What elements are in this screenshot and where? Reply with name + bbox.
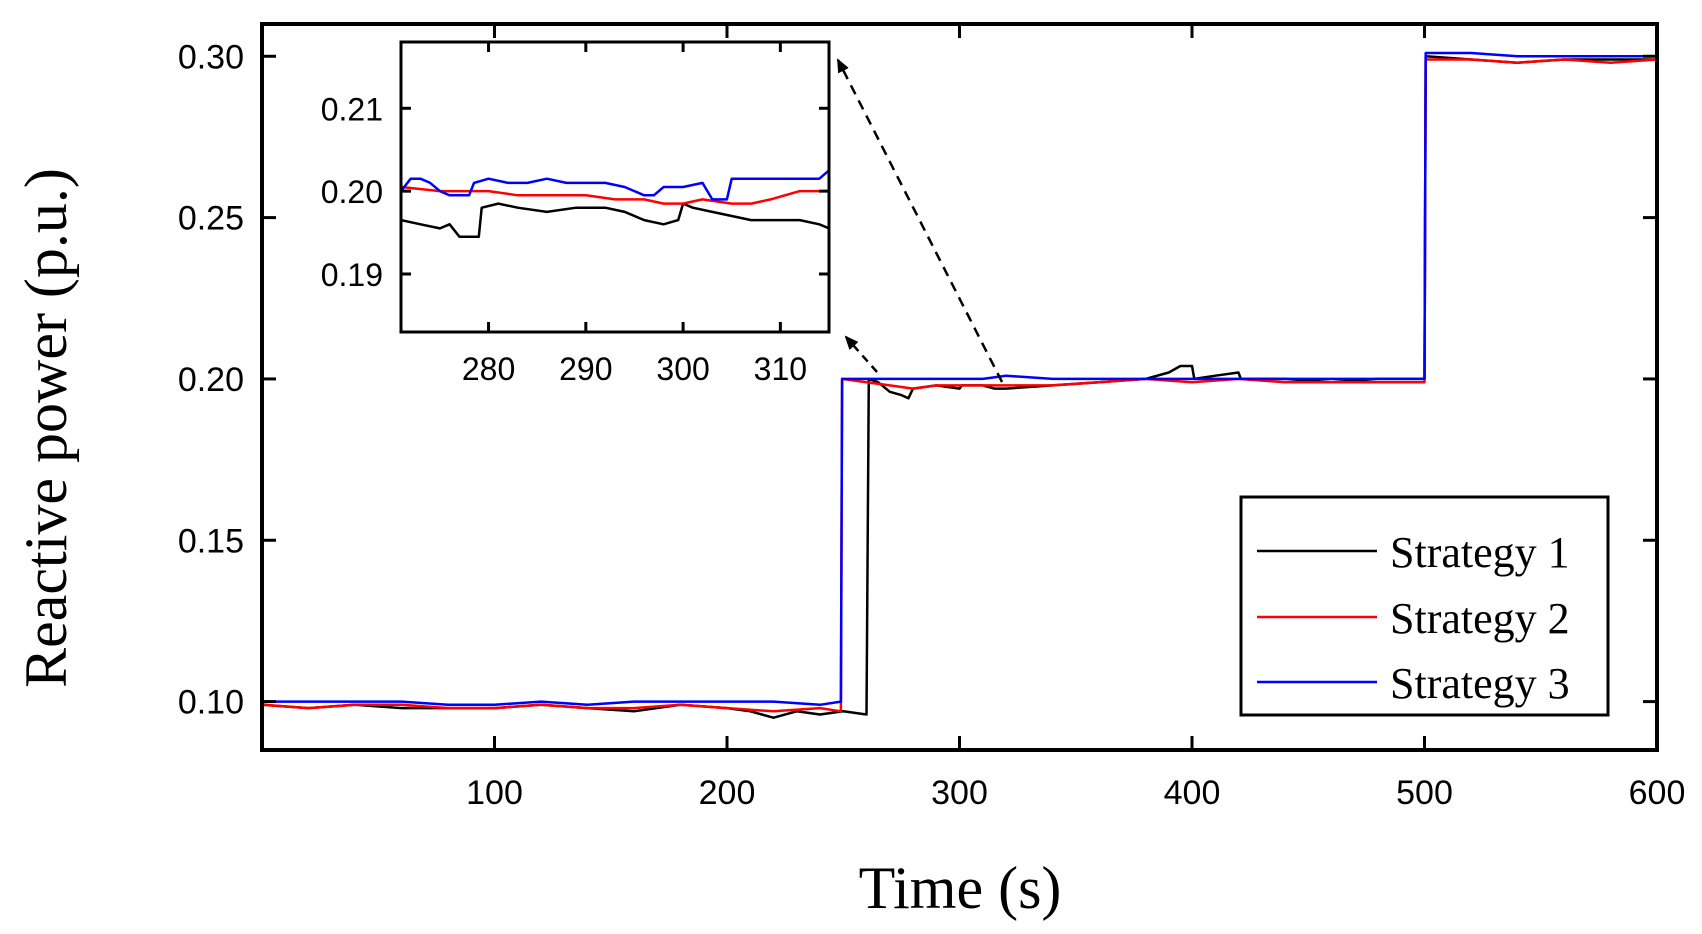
zoom-arrow-lower [844,335,878,373]
inset-background [401,42,829,332]
main-tick-labels: 100 200 300 400 500 600 0.10 0.15 0.20 0.25 0.30 [178,38,1686,812]
legend-label-strategy-2: Strategy 2 [1390,594,1570,643]
inset-tick-labels: 280 290 300 310 0.19 0.20 0.21 [321,91,807,387]
main-y-tick-label: 0.30 [178,38,244,76]
main-x-tick-label: 200 [699,774,756,812]
inset-y-tick-label: 0.20 [321,174,383,210]
inset-plot-frame [399,40,831,334]
main-ticks [262,24,1659,750]
inset-y-tick-label: 0.19 [321,257,383,293]
main-x-tick-label: 600 [1629,774,1686,812]
legend-label-strategy-1: Strategy 1 [1390,528,1570,577]
inset-ticks [401,42,829,332]
inset-series-line-strategy-1 [401,202,829,238]
main-y-tick-label: 0.15 [178,522,244,560]
main-series-line-strategy-3 [262,51,1657,707]
inset-plot: 280 290 300 310 0.19 0.20 0.21 [321,40,831,387]
main-series-line-strategy-2 [262,58,1657,713]
inset-series-line-strategy-2 [401,185,829,205]
inset-x-tick-label: 310 [754,351,807,387]
main-y-tick-label: 0.20 [178,361,244,399]
legend-box [1239,495,1610,717]
main-x-tick-label: 400 [1164,774,1221,812]
zoom-arrow-upper [836,58,1004,383]
legend: Strategy 1 Strategy 2 Strategy 3 [1239,495,1610,717]
main-plot: 100 200 300 400 500 600 0.10 0.15 0.20 0.25 0.30 [178,22,1686,812]
main-y-tick-label: 0.10 [178,684,244,722]
main-x-tick-label: 300 [931,774,988,812]
main-x-tick-label: 100 [466,774,523,812]
inset-x-tick-label: 300 [656,351,709,387]
main-y-tick-label: 0.25 [178,200,244,238]
legend-label-strategy-3: Strategy 3 [1390,659,1570,708]
x-axis-title: Time (s) [859,855,1062,921]
inset-series-group [401,169,829,238]
inset-x-tick-label: 290 [559,351,612,387]
inset-series-line-strategy-3 [401,169,829,201]
main-series-group [262,51,1657,719]
y-axis-title: Reactive power (p.u.) [13,168,79,688]
inset-y-tick-label: 0.21 [321,91,383,127]
main-x-tick-label: 500 [1396,774,1453,812]
inset-x-tick-label: 280 [462,351,515,387]
